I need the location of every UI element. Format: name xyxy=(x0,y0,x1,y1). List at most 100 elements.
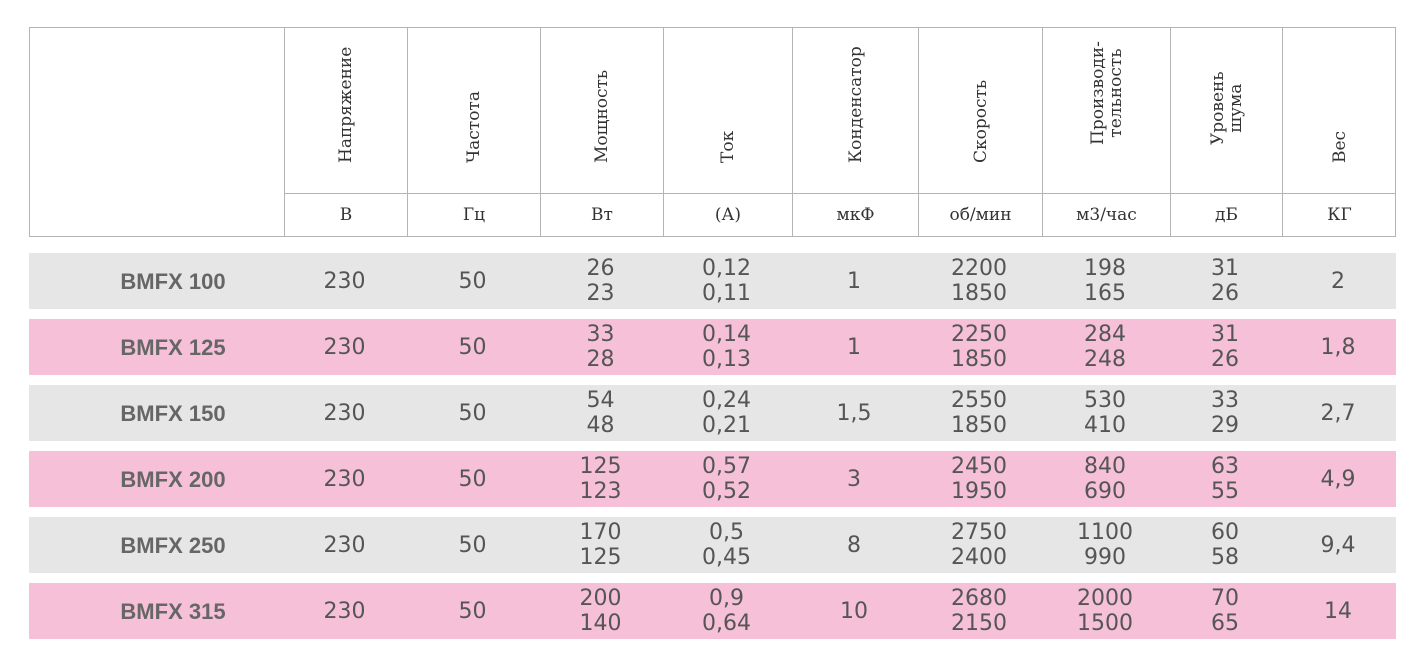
cell-voltage: 230 xyxy=(283,517,406,573)
header-label-line: Частота xyxy=(464,91,484,163)
header-unit-noise: дБ xyxy=(1171,193,1282,236)
cell-value: 10 xyxy=(840,598,868,624)
header-label-power: Мощность xyxy=(592,70,612,163)
header-unit-frequency: Гц xyxy=(408,193,540,236)
cell-value: 50 xyxy=(458,598,487,624)
cell-value: 54 xyxy=(586,388,615,413)
cell-weight: 14 xyxy=(1281,583,1395,639)
cell-frequency: 50 xyxy=(406,253,539,309)
cell-frequency: 50 xyxy=(406,319,539,375)
cell-value: 23 xyxy=(586,281,615,306)
cell-voltage: 230 xyxy=(283,319,406,375)
cell-power: 26 23 xyxy=(539,253,662,309)
spec-table-header: Напряжение В Частота Гц Мощность Вт Ток (А) Конд… xyxy=(29,27,1396,237)
table-row: BMFX 200 230 50 125 123 0,57 0,52 3 2450 1950 840 6… xyxy=(29,451,1396,507)
cell-value: 28 xyxy=(586,347,615,372)
cell-power: 170 125 xyxy=(539,517,662,573)
cell-value: 33 xyxy=(586,322,615,347)
cell-speed: 2250 1850 xyxy=(917,319,1041,375)
cell-value: 1850 xyxy=(951,413,1007,438)
cell-value: 1,8 xyxy=(1320,334,1356,360)
cell-value: 0,5 xyxy=(709,520,744,545)
cell-value: 2680 xyxy=(951,586,1007,611)
cell-capacity: 530 410 xyxy=(1041,385,1169,441)
cell-noise: 31 26 xyxy=(1169,319,1281,375)
cell-value: 2450 xyxy=(951,454,1007,479)
cell-capacitor: 1 xyxy=(791,253,917,309)
cell-value: 0,45 xyxy=(702,545,751,570)
header-label-noise: Уровень шума xyxy=(1207,71,1246,145)
header-label-line: шума xyxy=(1225,83,1246,133)
cell-value: 2,7 xyxy=(1320,400,1356,426)
cell-value: 840 xyxy=(1084,454,1126,479)
header-unit-speed: об/мин xyxy=(919,193,1042,236)
header-label-weight: Вес xyxy=(1329,130,1350,163)
cell-value: 165 xyxy=(1084,281,1126,306)
header-label-line: Производи- xyxy=(1087,41,1108,145)
cell-weight: 9,4 xyxy=(1281,517,1395,573)
model-name: BMFX 200 xyxy=(120,466,226,492)
cell-voltage: 230 xyxy=(283,385,406,441)
cell-current: 0,24 0,21 xyxy=(662,385,791,441)
header-label-capacitor: Конденсатор xyxy=(845,46,866,163)
cell-value: 230 xyxy=(323,400,366,426)
cell-frequency: 50 xyxy=(406,517,539,573)
cell-value: 48 xyxy=(586,413,615,438)
cell-power: 54 48 xyxy=(539,385,662,441)
cell-value: 123 xyxy=(579,479,622,504)
cell-value: 14 xyxy=(1324,598,1352,624)
header-label-voltage: Напряжение xyxy=(336,46,356,163)
cell-capacity: 1100 990 xyxy=(1041,517,1169,573)
cell-value: 31 xyxy=(1211,256,1239,281)
cell-value: 2250 xyxy=(951,322,1007,347)
cell-value: 0,52 xyxy=(702,479,751,504)
cell-value: 230 xyxy=(323,466,366,492)
cell-value: 410 xyxy=(1084,413,1126,438)
cell-speed: 2750 2400 xyxy=(917,517,1041,573)
table-row: BMFX 250 230 50 170 125 0,5 0,45 8 2750 2400 1100 9… xyxy=(29,517,1396,573)
cell-power: 33 28 xyxy=(539,319,662,375)
cell-voltage: 230 xyxy=(283,583,406,639)
cell-value: 990 xyxy=(1084,545,1126,570)
table-row: BMFX 150 230 50 54 48 0,24 0,21 1,5 2550 1850 530 4… xyxy=(29,385,1396,441)
cell-speed: 2200 1850 xyxy=(917,253,1041,309)
cell-current: 0,57 0,52 xyxy=(662,451,791,507)
header-label-line: Напряжение xyxy=(336,46,356,163)
table-row: BMFX 100 230 50 26 23 0,12 0,11 1 2200 1850 198 165… xyxy=(29,253,1396,309)
cell-weight: 2,7 xyxy=(1281,385,1395,441)
cell-weight: 4,9 xyxy=(1281,451,1395,507)
cell-value: 1100 xyxy=(1077,520,1133,545)
cell-current: 0,14 0,13 xyxy=(662,319,791,375)
cell-value: 1850 xyxy=(951,281,1007,306)
cell-value: 230 xyxy=(323,334,366,360)
cell-noise: 31 26 xyxy=(1169,253,1281,309)
table-row: BMFX 125 230 50 33 28 0,14 0,13 1 2250 1850 284 248… xyxy=(29,319,1396,375)
header-label-line: Вес xyxy=(1329,130,1350,163)
cell-value: 0,14 xyxy=(702,322,751,347)
header-label-line: тельность xyxy=(1105,48,1126,138)
cell-speed: 2680 2150 xyxy=(917,583,1041,639)
header-label-line: Конденсатор xyxy=(845,46,866,163)
header-unit-voltage: В xyxy=(285,193,407,236)
cell-value: 230 xyxy=(323,532,366,558)
cell-value: 690 xyxy=(1084,479,1126,504)
cell-noise: 63 55 xyxy=(1169,451,1281,507)
cell-value: 1 xyxy=(847,334,861,360)
cell-value: 4,9 xyxy=(1320,466,1356,492)
cell-value: 26 xyxy=(586,256,615,281)
cell-capacity: 2000 1500 xyxy=(1041,583,1169,639)
cell-value: 230 xyxy=(323,268,366,294)
header-unit-capacity: м3/час xyxy=(1043,193,1170,236)
cell-value: 63 xyxy=(1211,454,1239,479)
header-label-frequency: Частота xyxy=(464,91,484,163)
header-cell-voltage: Напряжение В xyxy=(284,28,407,236)
header-label-line: Ток xyxy=(718,130,738,163)
cell-value: 2000 xyxy=(1077,586,1133,611)
cell-capacity: 198 165 xyxy=(1041,253,1169,309)
cell-current: 0,12 0,11 xyxy=(662,253,791,309)
cell-value: 1 xyxy=(847,268,861,294)
cell-weight: 1,8 xyxy=(1281,319,1395,375)
header-label-line: Уровень xyxy=(1207,71,1228,145)
cell-capacitor: 1 xyxy=(791,319,917,375)
model-name: BMFX 250 xyxy=(120,532,226,558)
